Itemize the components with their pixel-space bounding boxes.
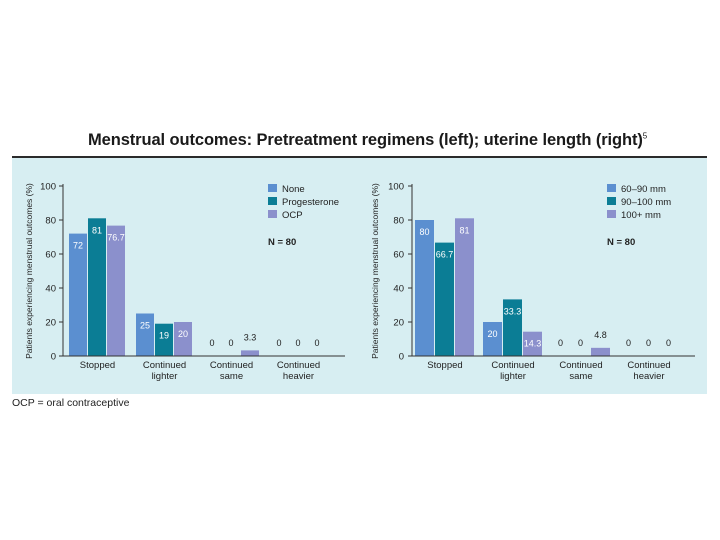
chart-2-bar [415,220,434,356]
chart-2-legend-label: 60–90 mm [621,184,666,195]
chart-2-category-label: Continued [491,360,534,371]
chart-1-data-label: 81 [92,225,102,235]
chart-2-data-label: 20 [487,329,497,339]
chart-2-sample-size: N = 80 [607,237,635,248]
chart-1-ytick-label: 40 [45,284,56,295]
chart-2-legend-swatch [607,210,616,218]
chart-1-data-label: 0 [314,338,319,348]
chart-1-data-label: 0 [276,338,281,348]
chart-2-data-label: 0 [666,338,671,348]
chart-1-category-label: Stopped [80,360,115,371]
chart-2-legend-swatch [607,197,616,205]
chart-2-category-label: Stopped [427,360,462,371]
chart-1-category-label: Continued [143,360,186,371]
chart-1-data-label: 72 [73,241,83,251]
chart-1-category-label: same [220,371,243,382]
footnote: OCP = oral contraceptive [12,397,130,409]
chart-2-bar [455,218,474,356]
chart-1-category-label: lighter [152,371,178,382]
chart-2-data-label: 4.8 [594,330,607,340]
chart-2-category-label: heavier [633,371,664,382]
chart-2-category-label: Continued [627,360,670,371]
chart-2-ytick-label: 40 [393,284,404,295]
chart-2-ytick-label: 0 [399,352,404,363]
chart-1-data-label: 0 [228,338,233,348]
chart-1-ytick-label: 80 [45,216,56,227]
chart-2-legend-label: 90–100 mm [621,197,671,208]
chart-2-data-label: 66.7 [436,250,454,260]
chart-1-data-label: 76.7 [107,233,125,243]
chart-2-category-label: Continued [559,360,602,371]
chart-2-data-label: 0 [626,338,631,348]
chart-2-data-label: 14.3 [524,339,542,349]
chart-1-legend-label: OCP [282,210,303,221]
chart-1-bar [241,350,259,356]
chart-2-category-label: lighter [500,371,526,382]
chart-1-legend-swatch [268,210,277,218]
chart-1-category-label: heavier [283,371,314,382]
chart-2-legend-swatch [607,184,616,192]
chart-2-bar [591,347,610,356]
chart-1-bar [174,322,192,356]
title-reference: 5 [642,131,648,141]
chart-1-ytick-label: 0 [51,352,56,363]
chart-2-ytick-label: 80 [393,216,404,227]
chart-1-legend-swatch [268,197,277,205]
chart-2-bar [435,242,454,356]
chart-1-data-label: 0 [295,338,300,348]
chart-1-data-label: 19 [159,331,169,341]
chart-1-data-label: 3.3 [244,332,257,342]
chart-1-bar [107,225,125,356]
chart-1-data-label: 20 [178,329,188,339]
chart-1-data-label: 25 [140,321,150,331]
chart-1-ytick-label: 60 [45,250,56,261]
chart-2-bar [523,331,542,356]
chart-2-legend-label: 100+ mm [621,210,661,221]
chart-1-legend-label: None [282,184,305,195]
chart-2-data-label: 80 [419,227,429,237]
chart-1-bar [88,218,106,356]
chart-1-y-axis-label: Patients experiencing menstrual outcomes… [24,183,34,359]
chart-1-ytick-label: 100 [40,182,56,193]
chart-1-bar [69,233,87,356]
chart-2-bar [483,322,502,356]
chart-1-ytick-label: 20 [45,318,56,329]
chart-2-ytick-label: 100 [388,182,404,193]
chart-2-category-label: same [569,371,592,382]
chart-2-data-label: 0 [578,338,583,348]
chart-2-ytick-label: 20 [393,318,404,329]
chart-1-bar [136,313,154,356]
chart-title-text: Menstrual outcomes: Pretreatment regimen… [88,131,643,149]
chart-1-bar [155,323,173,356]
chart-1-sample-size: N = 80 [268,237,296,248]
chart-2-y-axis-label: Patients experiencing menstrual outcomes… [370,183,380,359]
chart-1-category-label: Continued [210,360,253,371]
chart-1-legend-label: Progesterone [282,197,339,208]
chart-title: Menstrual outcomes: Pretreatment regimen… [88,131,647,150]
chart-2-data-label: 33.3 [504,306,522,316]
chart-2-bar [503,299,522,356]
chart-1-legend-swatch [268,184,277,192]
chart-2-ytick-label: 60 [393,250,404,261]
chart-1-category-label: Continued [277,360,320,371]
chart-2-data-label: 0 [558,338,563,348]
title-rule [12,156,707,158]
chart-2-data-label: 81 [459,225,469,235]
chart-2-data-label: 0 [646,338,651,348]
chart-1-data-label: 0 [209,338,214,348]
